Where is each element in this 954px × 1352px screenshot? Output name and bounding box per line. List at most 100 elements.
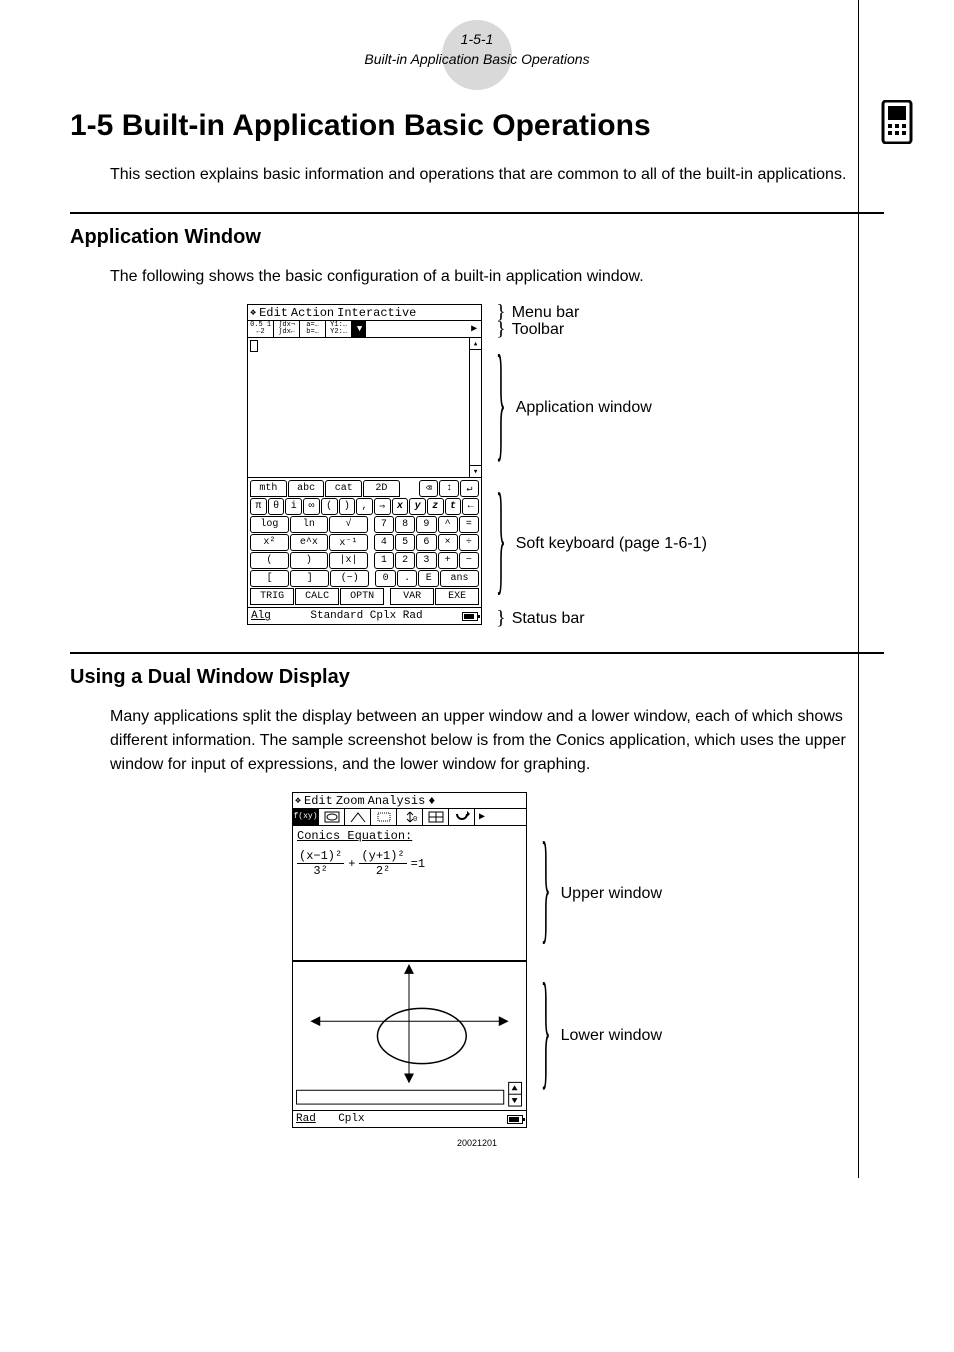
tb2-6[interactable]	[423, 809, 449, 825]
key-7[interactable]: 7	[374, 516, 394, 533]
key-i[interactable]: i	[285, 498, 302, 515]
key-pi[interactable]: π	[250, 498, 267, 515]
key-lparen[interactable]: (	[321, 498, 338, 515]
toolbar-btn-1[interactable]: 0.5 1 ←2	[248, 321, 274, 337]
key-rb[interactable]: ]	[290, 570, 329, 587]
key-theta[interactable]: θ	[268, 498, 285, 515]
toolbar-btn-3[interactable]: a=… b=…	[300, 321, 326, 337]
toolbar-expand-icon[interactable]: ▶	[467, 321, 481, 337]
page-title: 1-5 Built-in Application Basic Operation…	[70, 109, 884, 143]
key-rparen[interactable]: )	[339, 498, 356, 515]
key-4[interactable]: 4	[374, 534, 394, 551]
status-left: Alg	[251, 610, 271, 622]
key-neg[interactable]: (−)	[330, 570, 369, 587]
eq-num2: (y+1)²	[359, 849, 406, 864]
footer-date: 20021201	[70, 1138, 884, 1148]
kbd-enter[interactable]: ↵	[460, 480, 479, 497]
key-minus[interactable]: −	[459, 552, 479, 569]
calc2-toolbar: f(xy) 01 ▶	[292, 809, 527, 826]
key-plus[interactable]: +	[438, 552, 458, 569]
key-2[interactable]: 2	[395, 552, 415, 569]
key-6[interactable]: 6	[416, 534, 436, 551]
key-lb[interactable]: [	[250, 570, 289, 587]
toolbar-dropdown-icon[interactable]: ▼	[352, 321, 366, 337]
tb2-2[interactable]	[319, 809, 345, 825]
key-t[interactable]: t	[445, 498, 462, 515]
key-9[interactable]: 9	[416, 516, 436, 533]
scrollbar[interactable]: ▴ ▾	[469, 338, 481, 477]
key-x[interactable]: x	[392, 498, 409, 515]
key-5[interactable]: 5	[395, 534, 415, 551]
app-menu-icon: ❖	[250, 307, 256, 319]
key-3[interactable]: 3	[416, 552, 436, 569]
key-0[interactable]: 0	[375, 570, 396, 587]
menu2-analysis[interactable]: Analysis	[368, 794, 426, 808]
kbd-tab-cat[interactable]: cat	[325, 480, 362, 497]
tb2-3[interactable]	[345, 809, 371, 825]
upper-window[interactable]: Conics Equation: (x−1)²3² + (y+1)²2² =1	[292, 826, 527, 961]
menu2-edit[interactable]: Edit	[304, 794, 333, 808]
key-lp[interactable]: (	[250, 552, 289, 569]
key-var[interactable]: VAR	[390, 588, 434, 605]
eq-plus: +	[348, 857, 355, 871]
key-trig[interactable]: TRIG	[250, 588, 294, 605]
conics-equation-title: Conics Equation:	[297, 829, 522, 843]
key-ln[interactable]: ln	[290, 516, 329, 533]
key-arrow[interactable]: ⇒	[374, 498, 391, 515]
key-comma[interactable]: ,	[356, 498, 373, 515]
key-dot[interactable]: .	[397, 570, 418, 587]
key-eq[interactable]: =	[459, 516, 479, 533]
key-rp[interactable]: )	[290, 552, 329, 569]
menu-edit[interactable]: Edit	[259, 306, 288, 320]
key-x2[interactable]: x²	[250, 534, 289, 551]
figure-application-window: ❖ Edit Action Interactive 0.5 1 ←2 ∫dx¬ …	[70, 304, 884, 627]
key-e[interactable]: E	[418, 570, 439, 587]
menu2-zoom[interactable]: Zoom	[336, 794, 365, 808]
scroll-up-icon[interactable]: ▴	[470, 338, 481, 350]
dual-window-text: Many applications split the display betw…	[110, 705, 884, 777]
label-toolbar: Toolbar	[512, 321, 564, 339]
key-log[interactable]: log	[250, 516, 289, 533]
key-exe[interactable]: EXE	[435, 588, 479, 605]
calc-menu-bar: ❖ Edit Action Interactive	[247, 304, 482, 321]
page-right-border	[858, 0, 859, 1178]
menu-action[interactable]: Action	[291, 306, 334, 320]
key-ex[interactable]: e^x	[290, 534, 329, 551]
tb2-1[interactable]: f(xy)	[293, 809, 319, 825]
menu-interactive[interactable]: Interactive	[337, 306, 416, 320]
tb2-7[interactable]	[449, 809, 475, 825]
menu2-diamond[interactable]: ♦	[428, 794, 435, 808]
key-back[interactable]: ←	[462, 498, 479, 515]
key-xinv[interactable]: x⁻¹	[329, 534, 368, 551]
kbd-updown[interactable]: ↕	[439, 480, 458, 497]
key-optn[interactable]: OPTN	[340, 588, 384, 605]
calc-app-window[interactable]: ▴ ▾	[247, 338, 482, 478]
kbd-tab-abc[interactable]: abc	[288, 480, 325, 497]
kbd-backspace[interactable]: ⌫	[419, 480, 438, 497]
key-ans[interactable]: ans	[440, 570, 479, 587]
scroll-down-icon[interactable]: ▾	[470, 465, 481, 477]
tb2-5[interactable]: 01	[397, 809, 423, 825]
key-calc[interactable]: CALC	[295, 588, 339, 605]
key-inf[interactable]: ∞	[303, 498, 320, 515]
kbd-tab-2d[interactable]: 2D	[363, 480, 400, 497]
key-div[interactable]: ÷	[459, 534, 479, 551]
tb2-4[interactable]	[371, 809, 397, 825]
status-bar-2: Rad Cplx	[292, 1111, 527, 1128]
cursor-icon	[250, 340, 258, 352]
key-sqrt[interactable]: √	[329, 516, 368, 533]
key-8[interactable]: 8	[395, 516, 415, 533]
tb2-expand-icon[interactable]: ▶	[475, 809, 489, 825]
lower-window[interactable]	[292, 961, 527, 1111]
key-abs[interactable]: |x|	[329, 552, 368, 569]
key-pow[interactable]: ^	[438, 516, 458, 533]
key-y[interactable]: y	[409, 498, 426, 515]
conics-equation: (x−1)²3² + (y+1)²2² =1	[297, 849, 522, 878]
kbd-tab-mth[interactable]: mth	[250, 480, 287, 497]
key-1[interactable]: 1	[374, 552, 394, 569]
calc2-menu-bar: ❖ Edit Zoom Analysis ♦	[292, 792, 527, 809]
toolbar-btn-4[interactable]: Y1:… Y2:…	[326, 321, 352, 337]
key-mul[interactable]: ×	[438, 534, 458, 551]
toolbar-btn-2[interactable]: ∫dx¬ ∫dx←	[274, 321, 300, 337]
key-z[interactable]: z	[427, 498, 444, 515]
